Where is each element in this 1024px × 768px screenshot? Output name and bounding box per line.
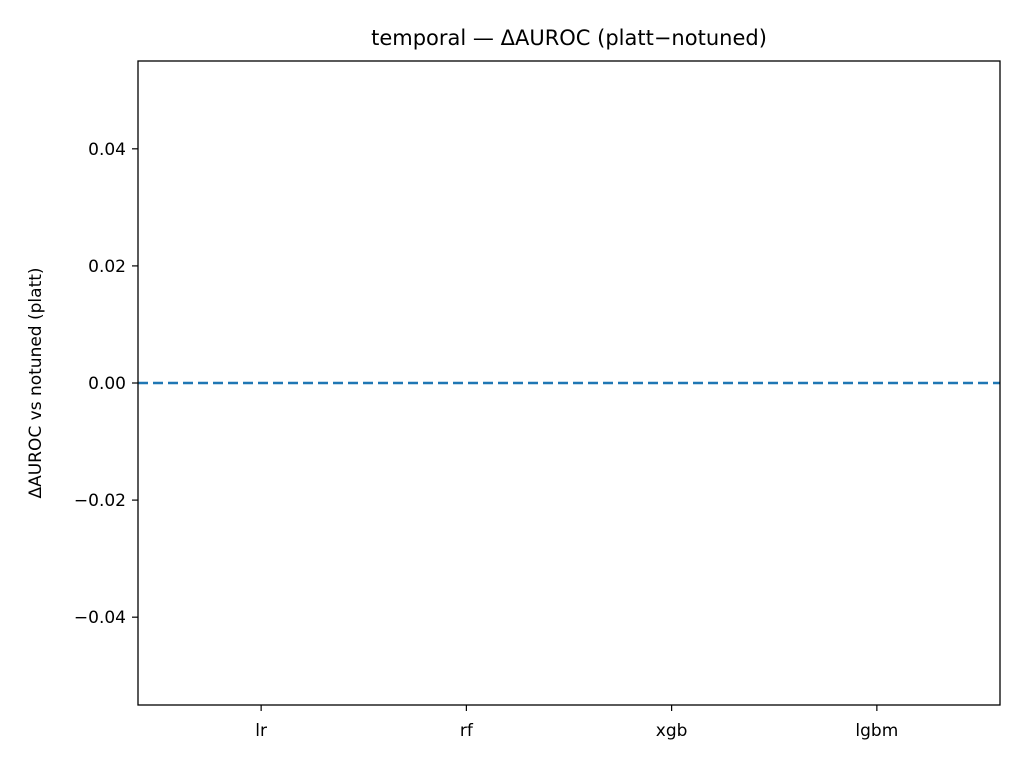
x-axis: lr rf xgb lgbm — [255, 705, 898, 741]
plot-frame — [137, 60, 1001, 706]
chart-title: temporal — ΔAUROC (platt−notuned) — [371, 26, 767, 50]
x-tick-label-lgbm: lgbm — [855, 721, 898, 741]
x-tick-label-lr: lr — [255, 721, 267, 741]
y-tick-label: −0.02 — [74, 491, 126, 511]
x-tick-label-xgb: xgb — [656, 721, 688, 741]
y-axis-label: ΔAUROC vs notuned (platt) — [26, 267, 46, 498]
y-tick-label: 0.02 — [88, 257, 126, 277]
x-tick-label-rf: rf — [460, 721, 474, 741]
y-tick-label: 0.04 — [88, 140, 126, 160]
y-tick-label: −0.04 — [74, 608, 126, 628]
y-axis: −0.04 −0.02 0.00 0.02 0.04 — [74, 140, 138, 628]
y-tick-label: 0.00 — [88, 374, 126, 394]
